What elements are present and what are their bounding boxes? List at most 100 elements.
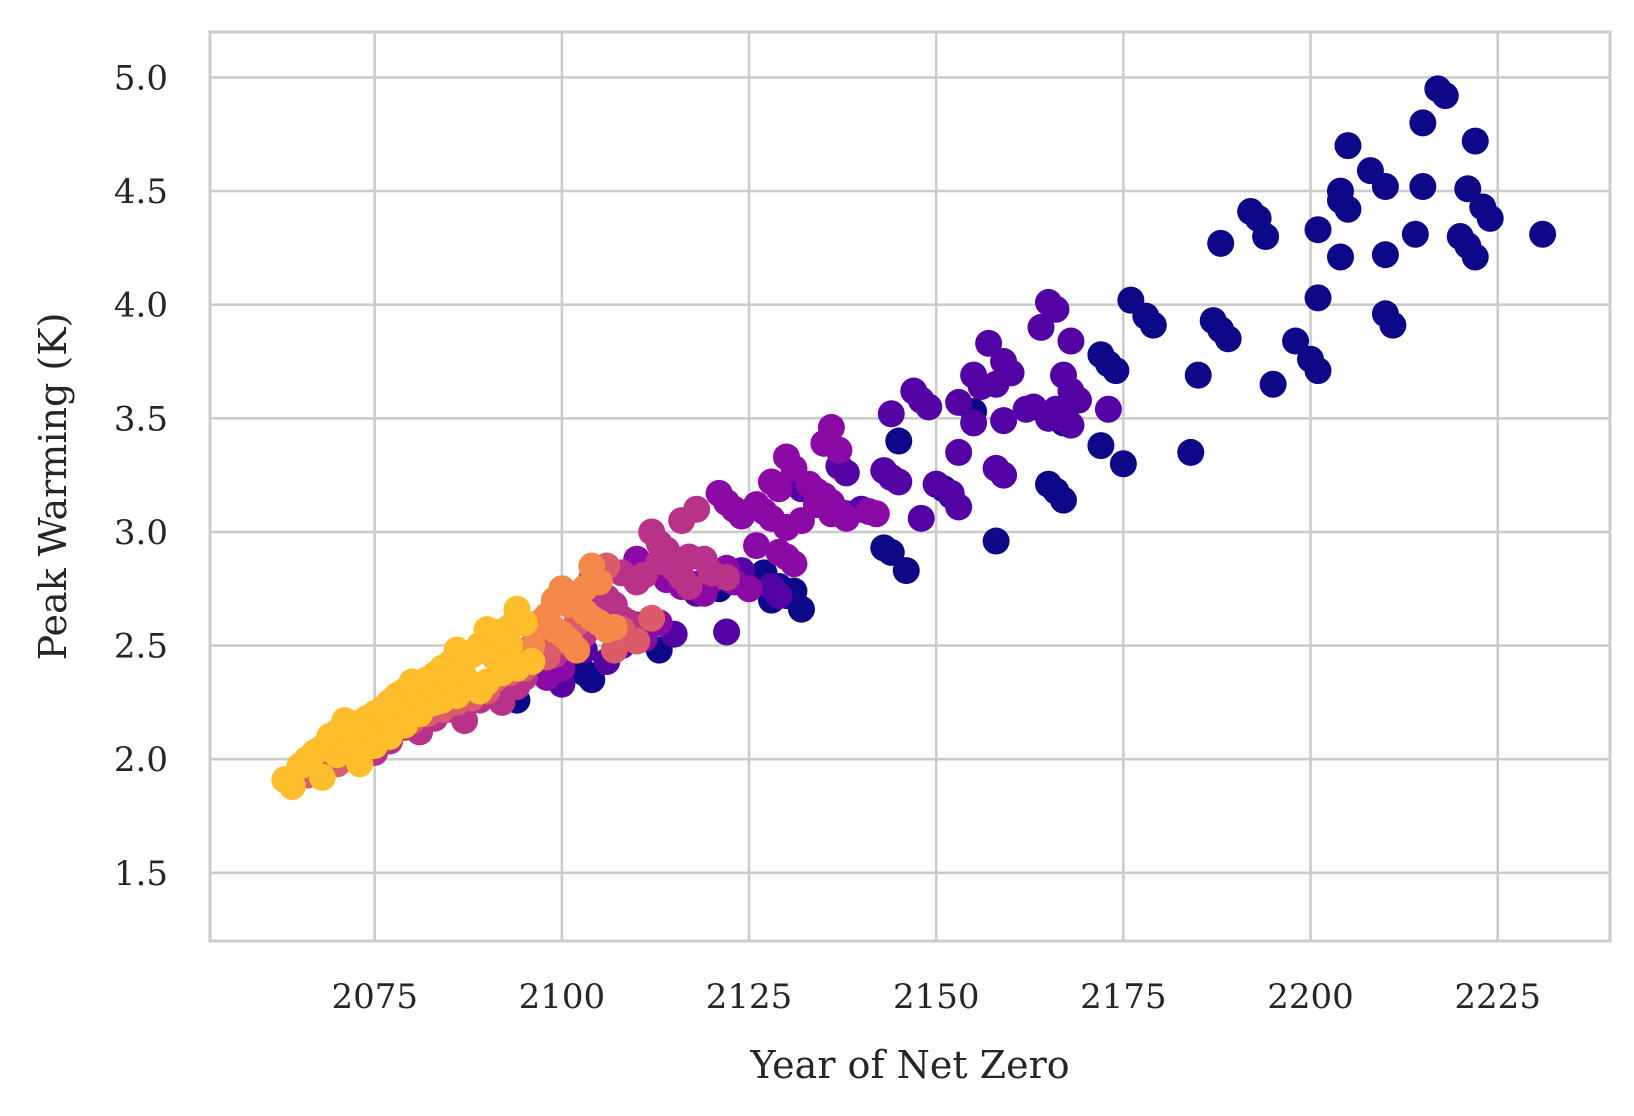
scatter-point bbox=[713, 563, 741, 591]
scatter-point bbox=[1529, 220, 1557, 248]
scatter-point bbox=[885, 427, 913, 455]
scatter-point bbox=[907, 504, 935, 532]
scatter-point bbox=[1304, 216, 1332, 244]
scatter-point bbox=[982, 370, 1010, 398]
scatter-point bbox=[1027, 313, 1055, 341]
scatter-point bbox=[1184, 361, 1212, 389]
scatter-point bbox=[495, 632, 523, 660]
scatter-point bbox=[1282, 327, 1310, 355]
scatter-points bbox=[271, 75, 1557, 800]
scatter-point bbox=[960, 409, 988, 437]
x-tick-label: 2075 bbox=[331, 977, 418, 1017]
scatter-point bbox=[323, 741, 351, 769]
scatter-point bbox=[1304, 357, 1332, 385]
scatter-point bbox=[728, 502, 756, 530]
scatter-point bbox=[990, 461, 1018, 489]
plot-area-frame bbox=[208, 30, 1612, 943]
x-tick-label: 2125 bbox=[706, 977, 793, 1017]
scatter-point bbox=[346, 750, 374, 778]
scatter-point bbox=[1431, 82, 1459, 110]
scatter-point bbox=[885, 468, 913, 496]
scatter-point bbox=[563, 636, 591, 664]
scatter-point bbox=[915, 393, 943, 421]
scatter-point bbox=[1461, 127, 1489, 155]
y-tick-label: 3.0 bbox=[114, 513, 168, 553]
y-axis-ticks: 1.5 2.0 2.5 3.0 3.5 4.0 4.5 5.0 bbox=[114, 58, 168, 893]
scatter-point bbox=[668, 507, 696, 535]
y-tick-label: 4.0 bbox=[114, 286, 168, 326]
scatter-point bbox=[1334, 132, 1362, 160]
scatter-point bbox=[765, 582, 793, 610]
scatter-point bbox=[271, 766, 299, 794]
scatter-point bbox=[638, 604, 666, 632]
y-tick-label: 5.0 bbox=[114, 58, 168, 98]
y-tick-label: 1.5 bbox=[114, 854, 168, 894]
scatter-point bbox=[308, 763, 336, 791]
y-tick-label: 3.5 bbox=[114, 399, 168, 439]
x-axis-ticks: 2075 2100 2125 2150 2175 2200 2225 bbox=[331, 977, 1541, 1017]
scatter-point bbox=[765, 538, 793, 566]
scatter-point bbox=[1401, 220, 1429, 248]
scatter-point bbox=[1087, 432, 1115, 460]
y-tick-label: 2.0 bbox=[114, 740, 168, 780]
scatter-point bbox=[1334, 195, 1362, 223]
scatter-point bbox=[1049, 486, 1077, 514]
x-tick-label: 2200 bbox=[1267, 977, 1354, 1017]
scatter-point bbox=[1214, 325, 1242, 353]
scatter-point bbox=[1476, 204, 1504, 232]
scatter-point bbox=[578, 666, 606, 694]
scatter-point bbox=[877, 400, 905, 428]
scatter-point bbox=[600, 613, 628, 641]
scatter-point bbox=[1207, 229, 1235, 257]
scatter-point bbox=[1177, 438, 1205, 466]
scatter-point bbox=[1042, 295, 1070, 323]
y-tick-label: 4.5 bbox=[114, 172, 168, 212]
scatter-point bbox=[1304, 284, 1332, 312]
x-axis-label: Year of Net Zero bbox=[749, 1043, 1069, 1087]
scatter-point bbox=[945, 438, 973, 466]
scatter-point bbox=[361, 732, 389, 760]
scatter-point bbox=[1409, 109, 1437, 137]
x-tick-label: 2175 bbox=[1080, 977, 1167, 1017]
scatter-point bbox=[1461, 243, 1489, 271]
scatter-point bbox=[1094, 395, 1122, 423]
scatter-point bbox=[1356, 157, 1384, 185]
scatter-point bbox=[675, 572, 703, 600]
scatter-point bbox=[945, 493, 973, 521]
scatter-point bbox=[862, 500, 890, 528]
scatter-point bbox=[817, 500, 845, 528]
scatter-point bbox=[600, 636, 628, 664]
scatter-point bbox=[1454, 175, 1482, 203]
scatter-point bbox=[1371, 241, 1399, 269]
scatter-point bbox=[982, 527, 1010, 555]
scatter-point bbox=[832, 459, 860, 487]
scatter-point bbox=[975, 329, 1003, 357]
scatter-point bbox=[825, 436, 853, 464]
scatter-point bbox=[877, 538, 905, 566]
y-tick-label: 2.5 bbox=[114, 627, 168, 667]
scatter-point bbox=[743, 532, 771, 560]
scatter-point bbox=[1064, 386, 1092, 414]
scatter-point bbox=[787, 595, 815, 623]
scatter-point bbox=[1252, 223, 1280, 251]
x-tick-label: 2150 bbox=[893, 977, 980, 1017]
scatter-point bbox=[1259, 370, 1287, 398]
x-tick-label: 2225 bbox=[1454, 977, 1541, 1017]
scatter-point bbox=[713, 618, 741, 646]
scatter-point bbox=[1102, 357, 1130, 385]
scatter-point bbox=[1326, 243, 1354, 271]
scatter-point bbox=[990, 407, 1018, 435]
scatter-point bbox=[765, 475, 793, 503]
y-axis-label: Peak Warming (K) bbox=[31, 313, 75, 661]
scatter-point bbox=[735, 575, 763, 603]
scatter-point bbox=[945, 388, 973, 416]
scatter-point bbox=[1109, 450, 1137, 478]
scatter-point bbox=[1057, 411, 1085, 439]
scatter-point bbox=[1139, 311, 1167, 339]
scatter-point bbox=[1057, 327, 1085, 355]
scatter-point bbox=[892, 557, 920, 585]
x-tick-label: 2100 bbox=[519, 977, 606, 1017]
scatter-point bbox=[1409, 173, 1437, 201]
scatter-point bbox=[1379, 311, 1407, 339]
